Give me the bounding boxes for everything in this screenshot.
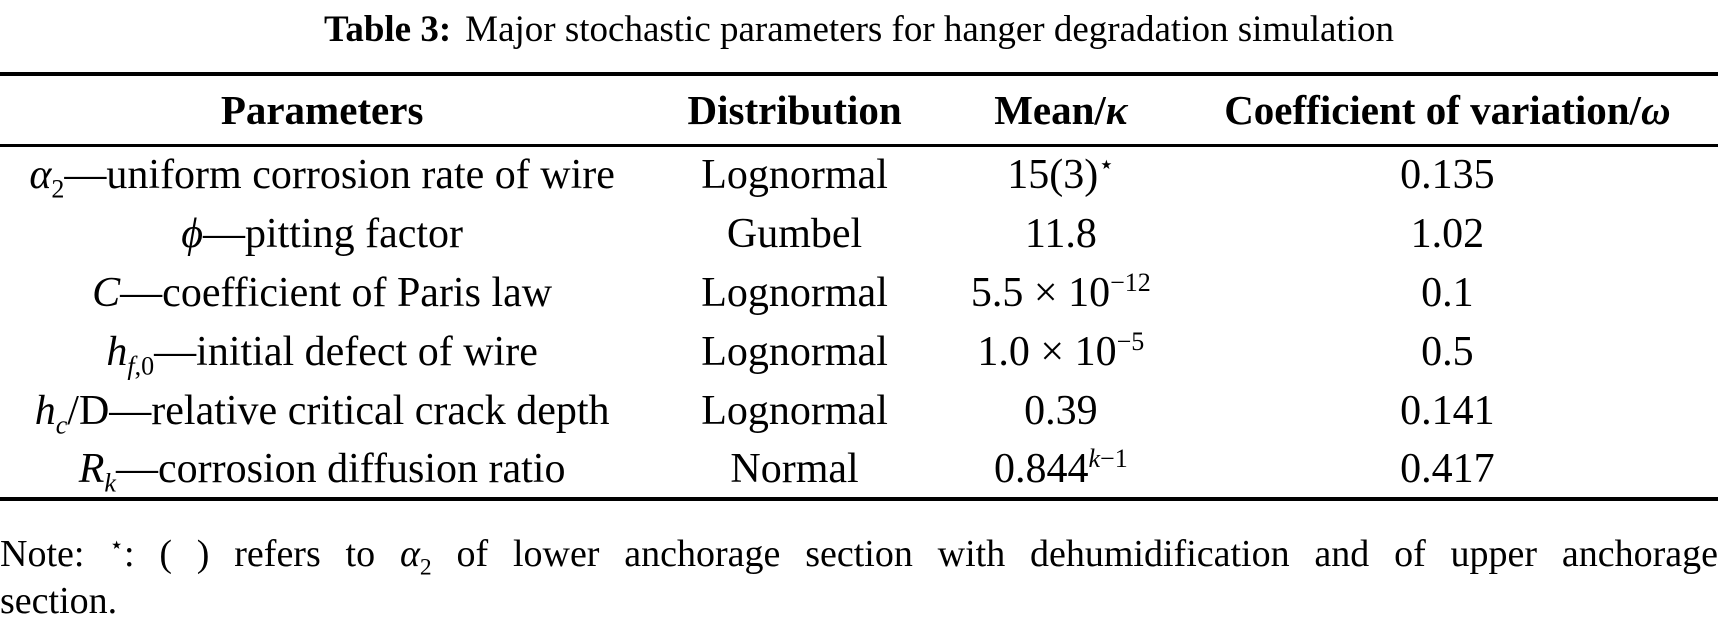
note-mid: : ( ) refers to xyxy=(123,533,400,575)
param-subscript: 2 xyxy=(51,174,65,204)
note-line-1: Note: ⋆: ( ) refers to α2 of lower ancho… xyxy=(0,531,1718,581)
distribution-cell: Lognormal xyxy=(701,269,888,316)
table-caption: Table 3: Major stochastic parameters for … xyxy=(0,0,1718,54)
table-row: C—coefficient of Paris law Lognormal 5.5… xyxy=(0,263,1718,322)
param-description: —relative critical crack depth xyxy=(109,387,610,434)
mean-superscript: k−1 xyxy=(1088,443,1128,473)
param-symbol: h xyxy=(106,328,128,375)
table-row: Rk—corrosion diffusion ratio Normal 0.84… xyxy=(0,440,1718,499)
kappa-symbol: κ xyxy=(1105,86,1128,133)
header-distribution: Distribution xyxy=(644,74,945,147)
param-symbol: C xyxy=(92,269,121,316)
param-subscript: f,0 xyxy=(127,350,155,380)
cov-cell: 1.02 xyxy=(1410,210,1485,257)
cov-cell: 0.135 xyxy=(1400,152,1495,199)
parameters-table: Parameters Distribution Mean/κ Coefficie… xyxy=(0,72,1718,501)
cov-cell: 0.417 xyxy=(1400,445,1495,492)
cov-cell: 0.1 xyxy=(1421,269,1474,316)
header-cov: Coefficient of variation/ω xyxy=(1176,74,1718,147)
distribution-cell: Lognormal xyxy=(701,152,888,199)
note-prefix: Note: xyxy=(0,533,110,575)
omega-symbol: ω xyxy=(1640,86,1671,133)
distribution-cell: Lognormal xyxy=(701,387,888,434)
note-rest: of lower anchorage section with dehumidi… xyxy=(431,533,1718,575)
param-description: —uniform corrosion rate of wire xyxy=(64,152,615,199)
param-cell: Rk—corrosion diffusion ratio xyxy=(0,440,644,499)
mean-cell: 0.844k−1 xyxy=(993,443,1128,492)
distribution-cell: Lognormal xyxy=(701,328,888,375)
distribution-cell: Gumbel xyxy=(726,210,863,257)
cov-cell: 0.5 xyxy=(1421,328,1474,375)
param-subscript: k xyxy=(104,467,116,497)
table-row: hc/D—relative critical crack depth Logno… xyxy=(0,381,1718,440)
header-mean: Mean/κ xyxy=(944,74,1177,147)
mean-cell: 0.39 xyxy=(1024,387,1098,434)
table-note: Note: ⋆: ( ) refers to α2 of lower ancho… xyxy=(0,531,1718,625)
param-cell: C—coefficient of Paris law xyxy=(0,263,644,322)
alpha-symbol: α xyxy=(399,533,420,575)
alpha-subscript: 2 xyxy=(419,554,432,581)
param-description: —corrosion diffusion ratio xyxy=(115,445,566,492)
table-row: α2—uniform corrosion rate of wire Lognor… xyxy=(0,145,1718,204)
param-cell: hc/D—relative critical crack depth xyxy=(0,381,644,440)
param-symbol: α xyxy=(29,152,52,199)
caption-text: Major stochastic parameters for hanger d… xyxy=(465,9,1394,50)
cov-cell: 0.141 xyxy=(1400,387,1495,434)
param-description: —initial defect of wire xyxy=(154,328,538,375)
mean-cell: 5.5 × 10−12 xyxy=(970,267,1151,316)
mean-superscript: ⋆ xyxy=(1098,150,1115,180)
mean-superscript: −5 xyxy=(1116,326,1145,356)
mean-cell: 1.0 × 10−5 xyxy=(977,326,1145,375)
header-parameters: Parameters xyxy=(0,74,645,147)
param-symbol: R xyxy=(78,445,105,492)
param-mid: /D xyxy=(67,387,110,434)
mean-cell: 15(3)⋆ xyxy=(1007,150,1115,199)
distribution-cell: Normal xyxy=(730,445,859,492)
param-description: —coefficient of Paris law xyxy=(120,269,553,316)
header-row: Parameters Distribution Mean/κ Coefficie… xyxy=(0,74,1718,147)
param-cell: ϕ—pitting factor xyxy=(0,204,644,263)
param-cell: α2—uniform corrosion rate of wire xyxy=(0,145,644,204)
param-description: —pitting factor xyxy=(202,210,464,257)
param-symbol: ϕ xyxy=(181,210,203,257)
param-symbol: h xyxy=(34,387,56,434)
star-icon: ⋆ xyxy=(109,532,124,559)
caption-label: Table 3: xyxy=(324,9,452,50)
table-row: ϕ—pitting factor Gumbel 11.8 1.02 xyxy=(0,204,1718,263)
note-line-2: section. xyxy=(0,580,118,622)
param-cell: hf,0—initial defect of wire xyxy=(0,322,644,381)
mean-superscript: −12 xyxy=(1110,267,1151,297)
mean-cell: 11.8 xyxy=(1024,210,1097,257)
param-subscript: c xyxy=(55,409,68,439)
table-row: hf,0—initial defect of wire Lognormal 1.… xyxy=(0,322,1718,381)
